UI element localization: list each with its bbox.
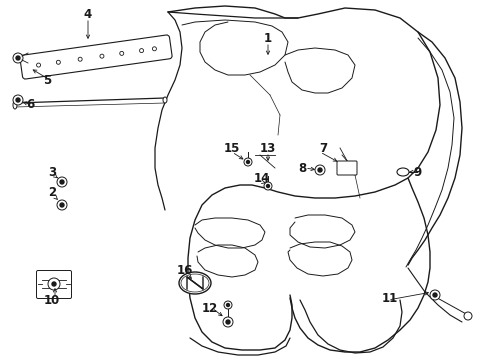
Circle shape [16, 56, 20, 60]
Circle shape [57, 177, 67, 187]
Ellipse shape [179, 272, 210, 294]
Circle shape [264, 182, 271, 190]
Text: 4: 4 [84, 8, 92, 21]
Text: 7: 7 [318, 141, 326, 154]
Circle shape [60, 203, 64, 207]
Circle shape [37, 63, 41, 67]
Circle shape [57, 200, 67, 210]
Circle shape [52, 282, 56, 286]
Text: 11: 11 [381, 292, 397, 305]
Text: 13: 13 [259, 141, 276, 154]
Text: 16: 16 [177, 264, 193, 276]
Text: 15: 15 [224, 141, 240, 154]
Circle shape [16, 98, 20, 102]
Text: 6: 6 [26, 99, 34, 112]
Circle shape [13, 95, 23, 105]
Circle shape [226, 303, 229, 306]
Circle shape [56, 60, 60, 64]
Circle shape [225, 320, 229, 324]
Circle shape [266, 184, 269, 188]
Circle shape [314, 165, 325, 175]
Circle shape [100, 54, 104, 58]
Text: 9: 9 [413, 166, 421, 179]
Circle shape [152, 47, 156, 51]
Circle shape [246, 161, 249, 163]
Text: 8: 8 [297, 162, 305, 175]
Ellipse shape [163, 97, 167, 103]
FancyBboxPatch shape [20, 35, 172, 79]
Circle shape [223, 317, 232, 327]
Circle shape [317, 168, 321, 172]
Circle shape [463, 312, 471, 320]
Text: 14: 14 [253, 171, 270, 184]
Circle shape [120, 51, 123, 55]
Circle shape [48, 278, 60, 290]
Ellipse shape [396, 168, 408, 176]
Circle shape [60, 180, 64, 184]
Circle shape [429, 290, 439, 300]
Circle shape [244, 158, 251, 166]
Circle shape [13, 53, 23, 63]
FancyBboxPatch shape [336, 161, 356, 175]
Text: 2: 2 [48, 186, 56, 199]
Circle shape [78, 57, 82, 61]
Circle shape [224, 301, 231, 309]
Text: 10: 10 [44, 293, 60, 306]
FancyBboxPatch shape [37, 270, 71, 298]
Text: 1: 1 [264, 31, 271, 45]
Circle shape [432, 293, 436, 297]
Text: 12: 12 [202, 302, 218, 315]
Circle shape [139, 49, 143, 53]
Ellipse shape [13, 101, 17, 109]
Text: 5: 5 [43, 73, 51, 86]
Text: 3: 3 [48, 166, 56, 179]
